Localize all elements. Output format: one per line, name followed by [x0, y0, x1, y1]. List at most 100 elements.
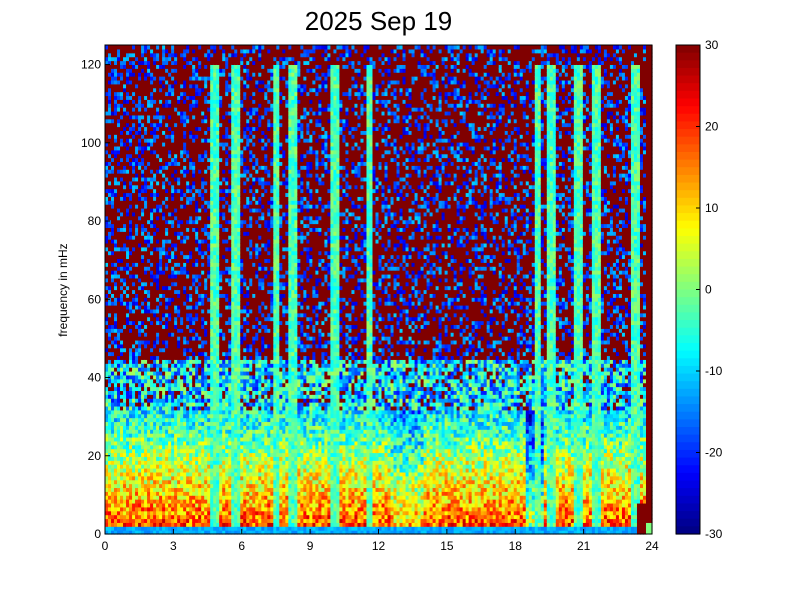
- heat-cell: [135, 475, 139, 481]
- heat-cell: [141, 417, 145, 423]
- heat-cell: [123, 235, 127, 240]
- heat-cell: [111, 254, 115, 260]
- heat-cell: [144, 72, 148, 77]
- heat-cell: [147, 413, 151, 419]
- heat-cell: [114, 305, 118, 310]
- heat-cell: [171, 374, 175, 380]
- heat-cell: [117, 126, 121, 131]
- heat-cell: [123, 134, 127, 139]
- heat-cell: [156, 398, 160, 403]
- heat-cell: [114, 293, 118, 298]
- heat-cell: [123, 413, 127, 419]
- heat-cell: [162, 204, 166, 209]
- heat-cell: [159, 184, 163, 190]
- heat-cell: [105, 145, 109, 151]
- heat-cell: [147, 72, 151, 77]
- heat-cell: [153, 99, 157, 104]
- heat-cell: [117, 355, 121, 360]
- heat-cell: [105, 83, 109, 89]
- heat-cell: [144, 239, 148, 244]
- heat-cell: [123, 285, 127, 291]
- heat-cell: [165, 305, 169, 310]
- heat-cell: [171, 231, 175, 236]
- heat-cell: [126, 312, 130, 318]
- heat-cell: [150, 487, 154, 492]
- heat-cell: [114, 324, 118, 329]
- heat-cell: [120, 405, 124, 411]
- heat-cell: [132, 394, 136, 399]
- heat-cell: [141, 242, 145, 248]
- heat-cell: [168, 487, 172, 492]
- heat-cell: [147, 52, 151, 58]
- heat-cell: [144, 277, 148, 283]
- heat-cell: [129, 196, 133, 201]
- heat-cell: [105, 126, 109, 131]
- heat-cell: [138, 118, 142, 124]
- heat-cell: [135, 266, 139, 271]
- heat-cell: [126, 448, 130, 454]
- heat-cell: [156, 83, 160, 89]
- heat-cell: [156, 448, 160, 454]
- heat-cell: [153, 456, 157, 461]
- heat-cell: [162, 444, 166, 450]
- heat-cell: [174, 510, 178, 516]
- heat-cell: [174, 336, 178, 341]
- heat-cell: [132, 270, 136, 275]
- heat-cell: [108, 491, 112, 496]
- heat-cell: [126, 464, 130, 469]
- heat-cell: [168, 328, 172, 333]
- heat-cell: [138, 398, 142, 403]
- heat-cell: [111, 285, 115, 291]
- heat-cell: [117, 468, 121, 473]
- heat-cell: [141, 227, 145, 232]
- heat-cell: [105, 72, 109, 77]
- heat-cell: [114, 297, 118, 302]
- heat-cell: [123, 188, 127, 194]
- heat-cell: [150, 165, 154, 170]
- heat-cell: [108, 79, 112, 85]
- heat-cell: [123, 444, 127, 450]
- heat-cell: [129, 530, 133, 535]
- heat-cell: [138, 145, 142, 151]
- heat-cell: [132, 297, 136, 302]
- heat-cell: [117, 72, 121, 77]
- heat-cell: [117, 149, 121, 155]
- heat-cell: [156, 456, 160, 461]
- heat-cell: [120, 184, 124, 190]
- heat-cell: [114, 208, 118, 213]
- heat-cell: [165, 153, 169, 159]
- heat-cell: [129, 374, 133, 380]
- heat-cell: [150, 250, 154, 256]
- heat-cell: [111, 444, 115, 450]
- heat-cell: [108, 510, 112, 516]
- heat-cell: [117, 200, 121, 205]
- heat-cell: [150, 48, 154, 54]
- heat-cell: [168, 448, 172, 454]
- heat-cell: [105, 440, 109, 446]
- heat-cell: [105, 312, 109, 318]
- heat-cell: [105, 444, 109, 450]
- heat-cell: [150, 72, 154, 77]
- heat-cell: [120, 483, 124, 489]
- heat-cell: [132, 273, 136, 279]
- heat-cell: [126, 157, 130, 163]
- heat-cell: [129, 347, 133, 353]
- heat-cell: [162, 479, 166, 485]
- heat-cell: [129, 514, 133, 520]
- heat-cell: [120, 180, 124, 186]
- heat-cell: [147, 398, 151, 403]
- heat-cell: [156, 301, 160, 306]
- heat-cell: [126, 165, 130, 170]
- heat-cell: [132, 176, 136, 182]
- heat-cell: [141, 254, 145, 260]
- heat-cell: [117, 452, 121, 457]
- heat-cell: [147, 464, 151, 469]
- heat-cell: [144, 378, 148, 384]
- heat-cell: [108, 468, 112, 473]
- heat-cell: [174, 382, 178, 388]
- heat-cell: [126, 328, 130, 333]
- heat-cell: [132, 308, 136, 314]
- heat-cell: [108, 371, 112, 376]
- heat-cell: [144, 270, 148, 275]
- heat-cell: [162, 491, 166, 496]
